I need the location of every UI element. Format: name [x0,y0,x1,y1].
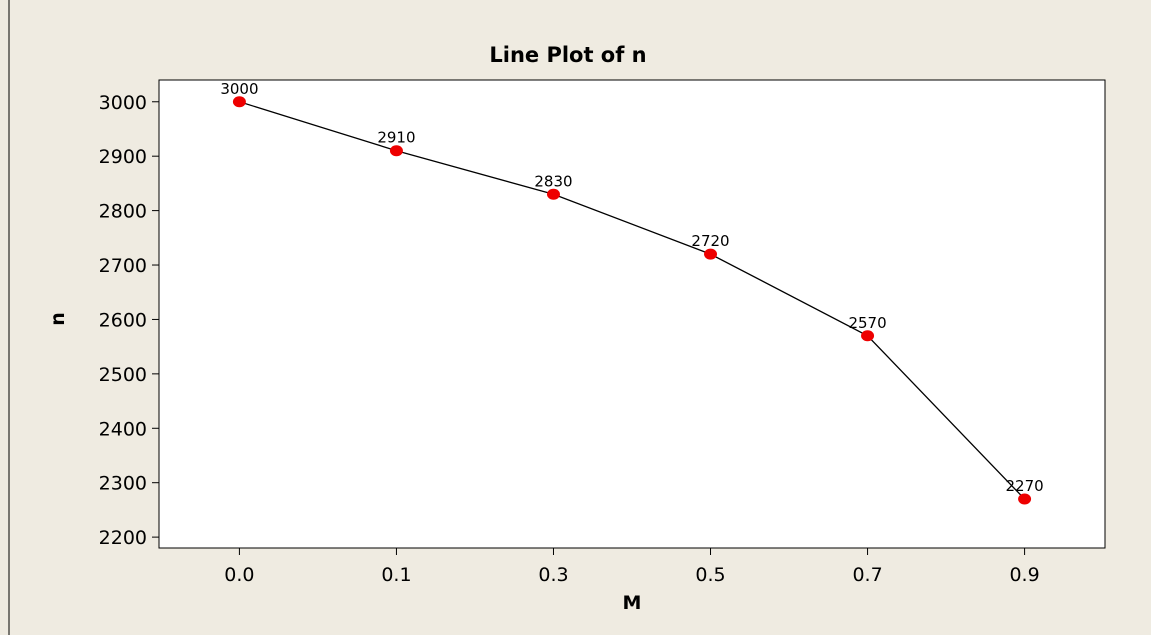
data-labels: 3000 2910 2830 2720 2570 2270 [220,80,1043,495]
y-tick-label: 2500 [99,364,147,386]
data-point [704,248,718,260]
x-tick-label: 0.9 [1009,564,1039,586]
x-tick-label: 0.0 [224,564,254,586]
x-tick-label: 0.1 [381,564,411,586]
y-tick-label: 2800 [99,201,147,223]
y-axis: 2200 2300 2400 2500 2600 2700 2800 2900 3000 [99,92,159,549]
y-tick-label: 2300 [99,473,147,495]
x-tick-label: 0.5 [695,564,725,586]
y-tick-label: 2700 [99,255,147,277]
x-tick-label: 0.3 [538,564,568,586]
data-label: 3000 [220,80,258,98]
y-tick-label: 2400 [99,418,147,440]
data-point [232,96,246,108]
x-axis-label: M [623,592,642,614]
y-tick-label: 2200 [99,527,147,549]
data-label: 2720 [691,232,729,250]
series-line [239,101,1026,500]
data-label: 2270 [1005,477,1043,495]
x-axis: 0.0 0.1 0.3 0.5 0.7 0.9 [224,548,1040,586]
plot-area [158,79,1106,549]
data-point [546,188,560,200]
y-axis-label: n [47,312,69,326]
y-tick-label: 2900 [99,146,147,168]
y-tick-label: 3000 [99,92,147,114]
data-label: 2830 [534,172,572,190]
data-point [861,330,875,342]
data-point [389,145,403,157]
series-layer [232,96,1032,505]
data-label: 2910 [377,129,415,147]
x-tick-label: 0.7 [852,564,882,586]
y-tick-label: 2600 [99,309,147,331]
data-label: 2570 [848,314,886,332]
chart-title: Line Plot of n [489,43,646,67]
data-point [1018,493,1032,505]
